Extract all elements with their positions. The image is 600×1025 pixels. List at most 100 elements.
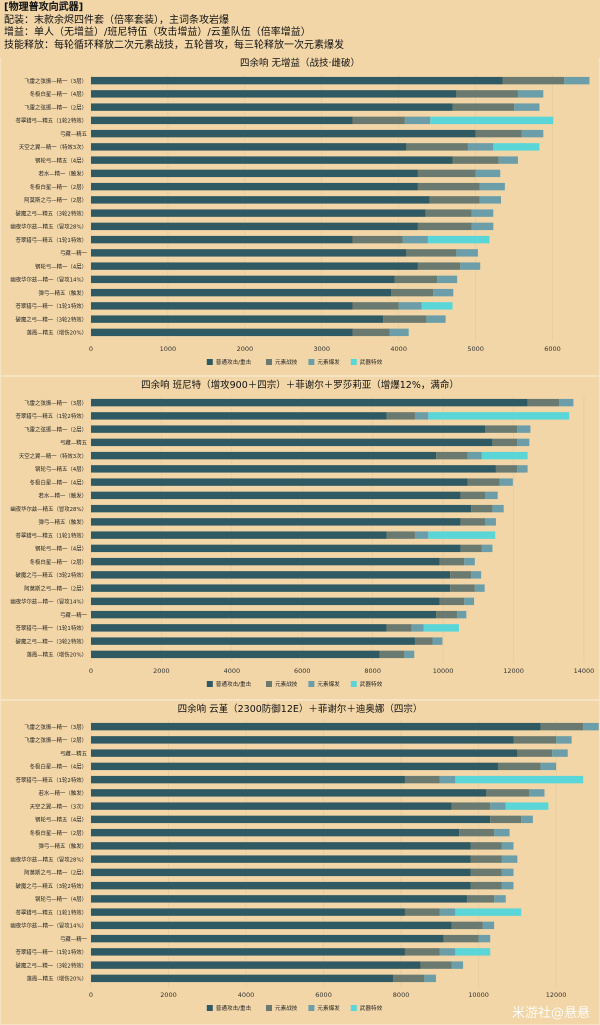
bar-segment-normal bbox=[91, 815, 491, 824]
category-label: 幽夜华尔兹—精五（冒攻28%） bbox=[10, 855, 87, 863]
category-label: 落霞—精五（增伤20%） bbox=[27, 651, 88, 659]
category-label: 天空之翼—精一（3次） bbox=[30, 802, 87, 810]
bar-segment-normal bbox=[91, 762, 498, 771]
bar-segment-skill bbox=[404, 775, 440, 784]
category-label: 阿莫斯之弓—精一（2层） bbox=[24, 869, 87, 877]
category-label: 落霞—精五（增伤20%） bbox=[27, 329, 88, 337]
bar-segment-burst bbox=[439, 948, 456, 956]
bar-segment-burst bbox=[521, 815, 533, 824]
category-label: 破魔之弓—精五（3轮2特效） bbox=[15, 882, 87, 890]
bar-segment-normal bbox=[91, 775, 405, 784]
bar-segment-burst bbox=[540, 762, 557, 771]
bar-segment-burst bbox=[514, 103, 540, 111]
category-label: 飞雷之弦振—精一（3层） bbox=[24, 77, 87, 85]
bar-segment-skill bbox=[450, 584, 475, 592]
bar-segment-burst bbox=[471, 209, 494, 217]
x-tick-label: 1000 bbox=[160, 345, 177, 353]
bar-segment-skill bbox=[425, 209, 472, 217]
bar-segment-burst bbox=[492, 504, 504, 513]
legend-swatch bbox=[308, 359, 315, 365]
bar-segment-burst bbox=[485, 518, 496, 526]
bar-segment-normal bbox=[91, 637, 415, 645]
legend-label: 武器特效 bbox=[360, 358, 383, 366]
bar-segment-normal bbox=[91, 196, 430, 204]
bar-segment-burst bbox=[460, 262, 481, 270]
bar-segment-special bbox=[455, 948, 491, 956]
bar-segment-burst bbox=[475, 169, 501, 178]
bar-segment-skill bbox=[502, 76, 565, 85]
bar-segment-burst bbox=[501, 881, 514, 890]
category-label: 苍翠猎弓—精五（1轮2特效） bbox=[15, 117, 87, 125]
bar-segment-normal bbox=[91, 948, 405, 956]
category-label: 幽夜华尔兹—精五（冒攻28%） bbox=[10, 223, 87, 231]
x-tick-label: 2000 bbox=[237, 345, 254, 353]
bar-segment-burst bbox=[433, 288, 454, 297]
category-label: 若水—精一（触发） bbox=[38, 789, 87, 797]
bar-segment-burst bbox=[439, 908, 456, 916]
bar-segment-burst bbox=[499, 478, 513, 486]
bar-segment-normal bbox=[91, 262, 418, 270]
category-label: 弓藏—精一 bbox=[60, 935, 88, 943]
category-label: 弓藏—精五 bbox=[60, 439, 88, 447]
bar-segment-normal bbox=[91, 961, 421, 969]
bar-segment-skill bbox=[451, 921, 483, 930]
category-label: 钢轮弓—精五（4层） bbox=[35, 465, 87, 473]
bar-segment-skill bbox=[527, 398, 560, 407]
bar-segment-burst bbox=[426, 315, 446, 323]
category-label: 弓藏—精五 bbox=[60, 749, 88, 757]
category-label: 幽夜华尔兹—精五（冒攻28%） bbox=[10, 505, 87, 513]
bar-segment-normal bbox=[91, 76, 503, 85]
x-tick-label: 3000 bbox=[313, 345, 330, 353]
legend-swatch bbox=[308, 681, 315, 687]
bar-segment-normal bbox=[91, 412, 387, 420]
bar-segment-skill bbox=[420, 961, 452, 969]
x-tick-label: 6000 bbox=[544, 345, 561, 353]
category-label: 苍翠猎弓—精五（1轮1特效） bbox=[15, 908, 87, 916]
bar-segment-skill bbox=[513, 736, 557, 744]
chart-panel-solo: 四余响 无增益（战技·雌破） 0 1000 2000 3000 4000 5000 6000 飞… bbox=[1, 55, 599, 375]
bar-segment-skill bbox=[386, 531, 415, 539]
header-title: [物理普攻向武器] bbox=[4, 2, 84, 13]
bar-segment-normal bbox=[91, 222, 418, 231]
bar-segment-normal bbox=[91, 974, 394, 983]
bar-segment-burst bbox=[451, 961, 464, 969]
bar-segment-normal bbox=[91, 789, 487, 797]
category-label: 冬极白星—精一（4层） bbox=[30, 478, 87, 486]
bar-segment-skill bbox=[391, 288, 434, 297]
bar-segment-normal bbox=[91, 288, 391, 297]
x-tick-label: 5000 bbox=[467, 345, 484, 353]
bar-segment-burst bbox=[402, 235, 428, 244]
legend-swatch bbox=[350, 1005, 357, 1011]
bar-segment-normal bbox=[91, 895, 467, 903]
category-label: 苍翠猎弓—精五（1轮1特效） bbox=[15, 531, 87, 539]
bar-segment-skill bbox=[470, 842, 502, 850]
bar-segment-skill bbox=[404, 948, 440, 956]
bar-segment-burst bbox=[404, 116, 431, 125]
bar-segment-normal bbox=[91, 624, 387, 632]
bar-segment-normal bbox=[91, 802, 452, 810]
legend-swatch bbox=[308, 1005, 315, 1011]
bar-segment-skill bbox=[439, 557, 465, 566]
legend-swatch bbox=[266, 359, 272, 365]
bar-segment-normal bbox=[91, 584, 451, 592]
bar-segment-normal bbox=[91, 465, 496, 473]
category-label: 天空之翼—精一（特效3次） bbox=[19, 452, 87, 460]
bar-segment-burst bbox=[517, 465, 528, 473]
bar-segment-special bbox=[421, 302, 453, 310]
category-label: 苍翠猎弓—精一（1轮1特效） bbox=[15, 948, 87, 956]
bar-segment-skill bbox=[470, 868, 502, 877]
x-tick-label: 10000 bbox=[468, 991, 489, 999]
bar-segment-burst bbox=[501, 868, 514, 877]
bar-segment-normal bbox=[91, 478, 468, 486]
legend-label: 元素战技 bbox=[275, 358, 298, 366]
chart-title: 四余响 云堇（2300防御12E）＋菲谢尔＋迪奥娜（四宗） bbox=[178, 703, 423, 715]
bar-segment-special bbox=[428, 531, 496, 539]
bar-segment-burst bbox=[479, 196, 501, 204]
x-tick-label: 14000 bbox=[574, 667, 595, 675]
legend-label: 普通攻击/重击 bbox=[216, 358, 252, 366]
bar-segment-normal bbox=[91, 610, 437, 619]
category-label: 落霞—精五（增伤20%） bbox=[27, 975, 88, 983]
legend-swatch bbox=[350, 681, 357, 687]
bar-segment-skill bbox=[460, 544, 482, 553]
x-tick-label: 6000 bbox=[315, 991, 332, 999]
